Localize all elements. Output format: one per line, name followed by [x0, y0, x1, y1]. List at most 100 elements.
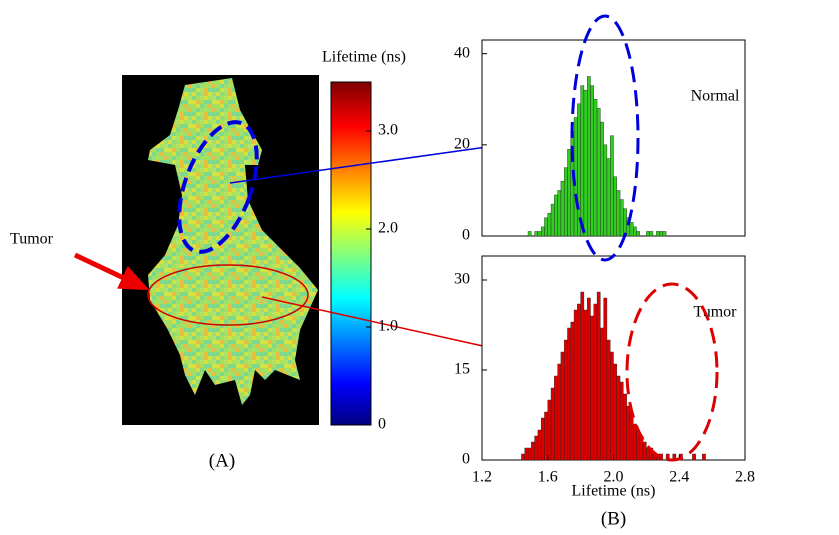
bar: [633, 226, 637, 237]
x-tick-label: 2.8: [735, 469, 755, 486]
bar: [550, 387, 555, 461]
bar: [527, 447, 532, 461]
panel-label: (B): [601, 508, 626, 529]
bar: [583, 89, 588, 237]
bar: [603, 144, 608, 237]
y-tick-label: 20: [454, 136, 470, 153]
bar: [560, 351, 565, 461]
bar: [537, 429, 542, 461]
bar: [659, 453, 664, 461]
bar: [547, 399, 552, 461]
bar: [587, 76, 591, 237]
y-tick-label: 40: [454, 44, 470, 61]
bar: [540, 226, 545, 237]
arrow: [73, 252, 150, 291]
bar: [590, 315, 594, 461]
bar: [534, 435, 539, 461]
bar: [567, 327, 571, 461]
x-tick-label: 2.0: [604, 469, 624, 486]
colorbar-tick-label: 1.0: [378, 318, 398, 335]
highlight-ellipse: [625, 282, 719, 462]
bar: [521, 453, 525, 461]
bar: [583, 309, 588, 461]
y-tick-label: 30: [454, 271, 470, 288]
bar: [544, 217, 548, 237]
bar: [626, 405, 631, 461]
bar: [646, 231, 650, 237]
bar: [600, 327, 604, 461]
roi-tumor: [147, 264, 309, 326]
colorbar: [330, 81, 372, 426]
bar: [616, 190, 621, 237]
bar: [629, 411, 634, 461]
bar: [567, 149, 571, 237]
bar: [636, 231, 641, 237]
annotation: Tumor: [694, 304, 738, 321]
bar: [590, 85, 594, 237]
bar: [610, 351, 614, 461]
bar: [563, 167, 568, 237]
bar: [560, 181, 565, 237]
bar: [554, 194, 558, 237]
bar: [623, 208, 627, 237]
bar: [557, 363, 562, 461]
bar: [593, 99, 598, 237]
lifetime-image: [148, 78, 318, 405]
bar: [596, 291, 601, 461]
annotation: Normal: [691, 88, 740, 105]
bar: [596, 108, 601, 237]
bar: [544, 411, 548, 461]
bar: [527, 231, 532, 237]
bar: [593, 303, 598, 461]
bar: [619, 381, 624, 461]
y-tick-label: 0: [462, 227, 470, 244]
highlight-ellipse: [570, 14, 640, 262]
bar: [649, 231, 654, 237]
bar: [540, 417, 545, 461]
bar: [534, 231, 539, 237]
colorbar-tick-label: 0: [378, 416, 386, 433]
bar: [570, 321, 575, 461]
x-tick-label: 1.6: [538, 469, 558, 486]
bar: [613, 363, 617, 461]
bar: [531, 441, 535, 461]
y-tick-label: 0: [462, 451, 470, 468]
bar: [619, 199, 624, 237]
bar: [610, 135, 614, 237]
bar: [563, 339, 568, 461]
colorbar-title: Lifetime (ns): [322, 49, 406, 66]
annotation: Tumor: [10, 231, 54, 248]
bar: [656, 231, 660, 237]
bar: [692, 453, 696, 461]
bar: [557, 190, 562, 237]
bar: [580, 291, 585, 461]
x-tick-label: 1.2: [472, 469, 492, 486]
bar: [603, 297, 608, 461]
bar: [642, 441, 647, 461]
x-tick-label: 2.4: [669, 469, 689, 486]
bar: [524, 447, 529, 461]
bar: [587, 297, 591, 461]
colorbar-tick-label: 2.0: [378, 220, 398, 237]
bar: [550, 203, 555, 237]
bar: [662, 231, 667, 237]
panel-label: (A): [209, 450, 235, 471]
bar: [580, 85, 585, 237]
bar: [537, 231, 542, 237]
roi-normal: [177, 120, 259, 254]
bar: [616, 375, 621, 461]
bar: [629, 222, 634, 237]
bar: [623, 393, 627, 461]
bar: [577, 303, 581, 461]
bar: [606, 158, 611, 237]
bar: [613, 176, 617, 237]
colorbar-tick-label: 3.0: [378, 122, 398, 139]
y-tick-label: 15: [454, 361, 470, 378]
bar: [547, 213, 552, 237]
bar: [606, 339, 611, 461]
bar: [577, 103, 581, 237]
bar: [573, 309, 578, 461]
bar: [702, 453, 706, 461]
bar: [600, 121, 604, 237]
